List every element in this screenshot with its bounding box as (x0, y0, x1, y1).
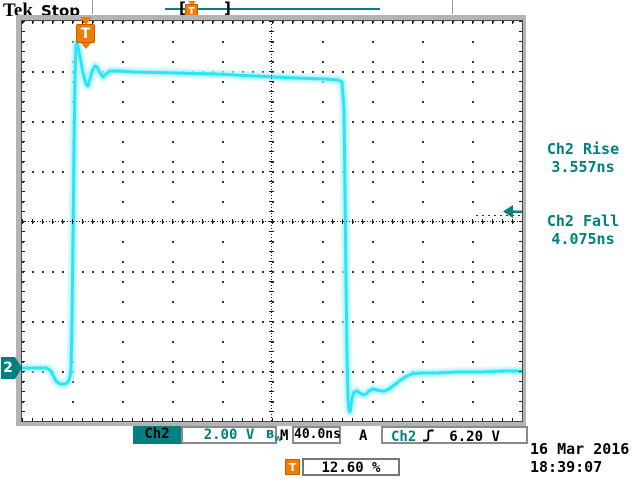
ch2-fall-value: 4.075ns (551, 230, 615, 248)
ch2-waveform-trace (22, 40, 522, 414)
ch2-waveform (22, 38, 522, 416)
trigger-source: Ch2 (391, 429, 417, 445)
ch2-rise-label: Ch2 Rise (546, 140, 620, 158)
trigger-position-triangle-icon (80, 17, 92, 25)
record-view-trigger-icon[interactable]: T (185, 1, 199, 18)
date-text: 16 Mar 2016 (530, 440, 630, 458)
trigger-position-icon: T (285, 459, 300, 475)
trigger-position-point-icon (81, 43, 91, 49)
vertical-scale-readout[interactable]: 2.00 V (181, 426, 277, 444)
time-text: 18:39:07 (530, 458, 603, 476)
channel-2-ground-marker[interactable]: 2 (1, 357, 22, 379)
header-divider (452, 0, 453, 14)
vertical-scale-value: 2.00 V (203, 427, 255, 443)
record-view-left-bracket: [ (179, 0, 186, 17)
trigger-readout[interactable]: Ch2 6.20 V (381, 426, 528, 444)
trigger-triangle-icon (188, 1, 196, 6)
record-view-right-bracket: ] (224, 0, 231, 17)
channel-2-badge[interactable]: Ch2 (133, 426, 181, 444)
ch2-rise-value: 3.557ns (551, 158, 615, 176)
trigger-position-readout[interactable]: 12.60 % (302, 458, 400, 476)
trigger-a-prefix: A (359, 428, 368, 444)
main-timebase-prefix: M (280, 428, 289, 444)
trigger-level-value: 6.20 V (449, 429, 500, 445)
bandwidth-limit-icon: BW (266, 428, 283, 444)
trigger-position-marker[interactable]: T (76, 17, 95, 49)
center-vertical-axis-ticks (269, 21, 274, 421)
timebase-readout[interactable]: 40.0ns (292, 426, 341, 444)
channel-marker-arrow-icon (15, 357, 22, 379)
record-view-line (165, 8, 380, 10)
header-divider (92, 0, 93, 14)
rising-edge-slope-icon (423, 429, 434, 442)
ch2-fall-label: Ch2 Fall (546, 212, 620, 230)
trigger-level-arrow[interactable] (503, 205, 522, 218)
trigger-level-dashed-line (476, 215, 521, 216)
